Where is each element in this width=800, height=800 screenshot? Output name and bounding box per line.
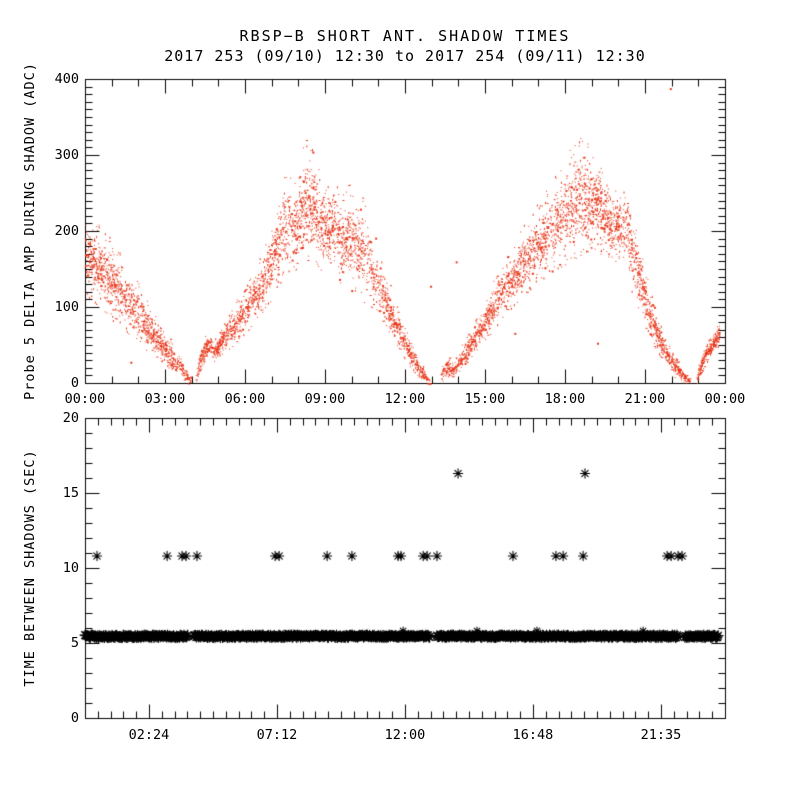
x-tick-label: 07:12 <box>256 727 298 743</box>
y-tick-label: 10 <box>62 560 79 576</box>
x-tick-label: 18:00 <box>544 391 586 407</box>
x-tick-label: 21:35 <box>640 727 682 743</box>
x-tick-label: 00:00 <box>704 391 746 407</box>
y-tick-label: 0 <box>70 375 79 391</box>
y-tick-label: 0 <box>70 710 79 726</box>
x-tick-label: 03:00 <box>144 391 186 407</box>
x-tick-label: 12:00 <box>384 727 426 743</box>
x-tick-label: 21:00 <box>624 391 666 407</box>
y-tick-label: 100 <box>54 299 79 315</box>
bottom-y-axis-label: TIME BETWEEN SHADOWS (SEC) <box>22 449 38 687</box>
chart-subtitle: 2017 253 (09/10) 12:30 to 2017 254 (09/1… <box>164 47 646 65</box>
x-tick-label: 00:00 <box>64 391 106 407</box>
x-tick-label: 09:00 <box>304 391 346 407</box>
x-tick-label: 02:24 <box>128 727 170 743</box>
y-tick-label: 300 <box>54 147 79 163</box>
x-tick-label: 12:00 <box>384 391 426 407</box>
y-tick-label: 5 <box>70 635 79 651</box>
y-tick-label: 15 <box>62 485 79 501</box>
top-y-axis-label: Probe 5 DELTA AMP DURING SHADOW (ADC) <box>22 62 38 400</box>
x-tick-label: 06:00 <box>224 391 266 407</box>
x-tick-label: 16:48 <box>512 727 554 743</box>
x-tick-label: 15:00 <box>464 391 506 407</box>
y-tick-label: 200 <box>54 223 79 239</box>
chart-title: RBSP−B SHORT ANT. SHADOW TIMES <box>239 27 571 45</box>
y-tick-label: 20 <box>62 410 79 426</box>
y-tick-label: 400 <box>54 71 79 87</box>
